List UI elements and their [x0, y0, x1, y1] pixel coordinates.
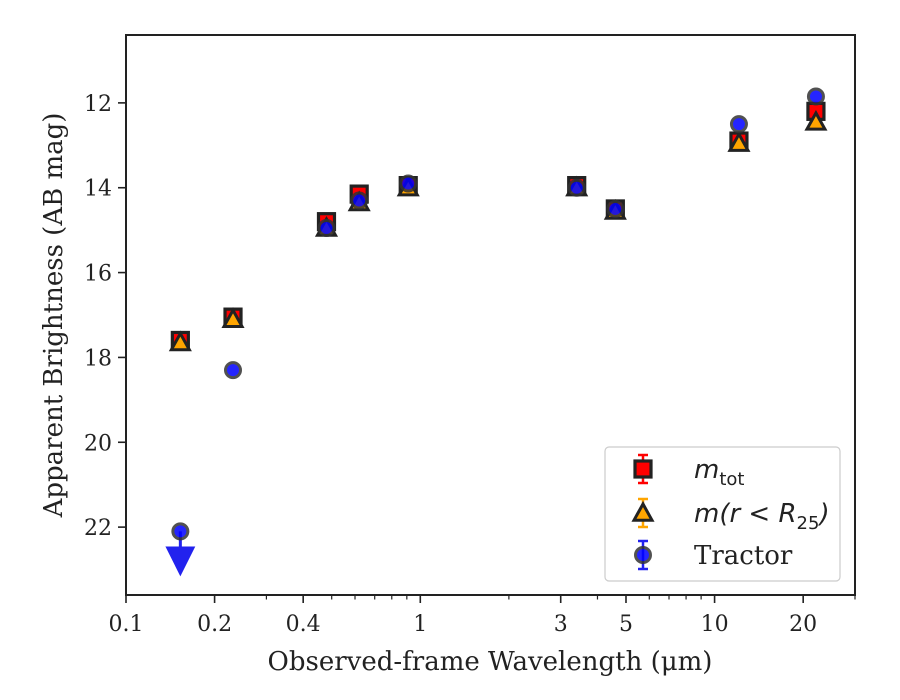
point-circle: [567, 178, 586, 197]
point-circle: [317, 219, 336, 238]
x-tick-label: 0.4: [286, 612, 321, 637]
x-tick-label: 3: [554, 612, 568, 637]
x-axis-title: Observed-frame Wavelength (μm): [268, 647, 713, 677]
y-tick-label: 20: [84, 431, 112, 456]
legend-marker-circle: [634, 546, 652, 564]
x-tick-label: 0.1: [109, 612, 144, 637]
point-triangle: [727, 131, 751, 152]
y-tick-label: 18: [84, 346, 112, 371]
point-circle: [806, 87, 825, 106]
axes-group: 0.1 0.2 0.4 1 3 5 10 20 12 14 16 18 20 22: [84, 34, 856, 637]
legend-label: mtot: [694, 455, 744, 490]
plot-frame: [125, 34, 856, 596]
point-circle: [350, 191, 369, 210]
x-tick-label: 10: [701, 612, 729, 637]
y-tick-label: 16: [84, 262, 112, 287]
point-circle: [399, 174, 418, 193]
data-marks: [165, 87, 828, 577]
y-axis-title: Apparent Brightness (AB mag): [39, 113, 69, 519]
y-tick-label: 14: [84, 177, 112, 202]
legend-marker-square: [633, 459, 653, 479]
point-triangle: [168, 330, 192, 352]
x-tick-label: 1: [413, 612, 427, 637]
legend-box: [604, 446, 841, 582]
point-triangle: [804, 109, 828, 131]
x-tick-label: 5: [619, 612, 633, 637]
legend-label: m(r < R25): [694, 499, 830, 534]
legend: mtot m(r < R25) Tractor: [604, 446, 841, 582]
point-circle: [729, 115, 748, 134]
legend-marker-triangle: [631, 500, 655, 522]
point-triangle: [221, 307, 245, 328]
point-circle: [606, 199, 625, 218]
x-tick-label: 20: [789, 612, 817, 637]
x-tick-label: 0.2: [197, 612, 232, 637]
legend-label: Tractor: [694, 541, 793, 571]
y-tick-label: 22: [84, 516, 112, 541]
y-tick-label: 12: [84, 92, 112, 117]
point-circle: [171, 522, 190, 541]
point-circle: [224, 361, 243, 380]
